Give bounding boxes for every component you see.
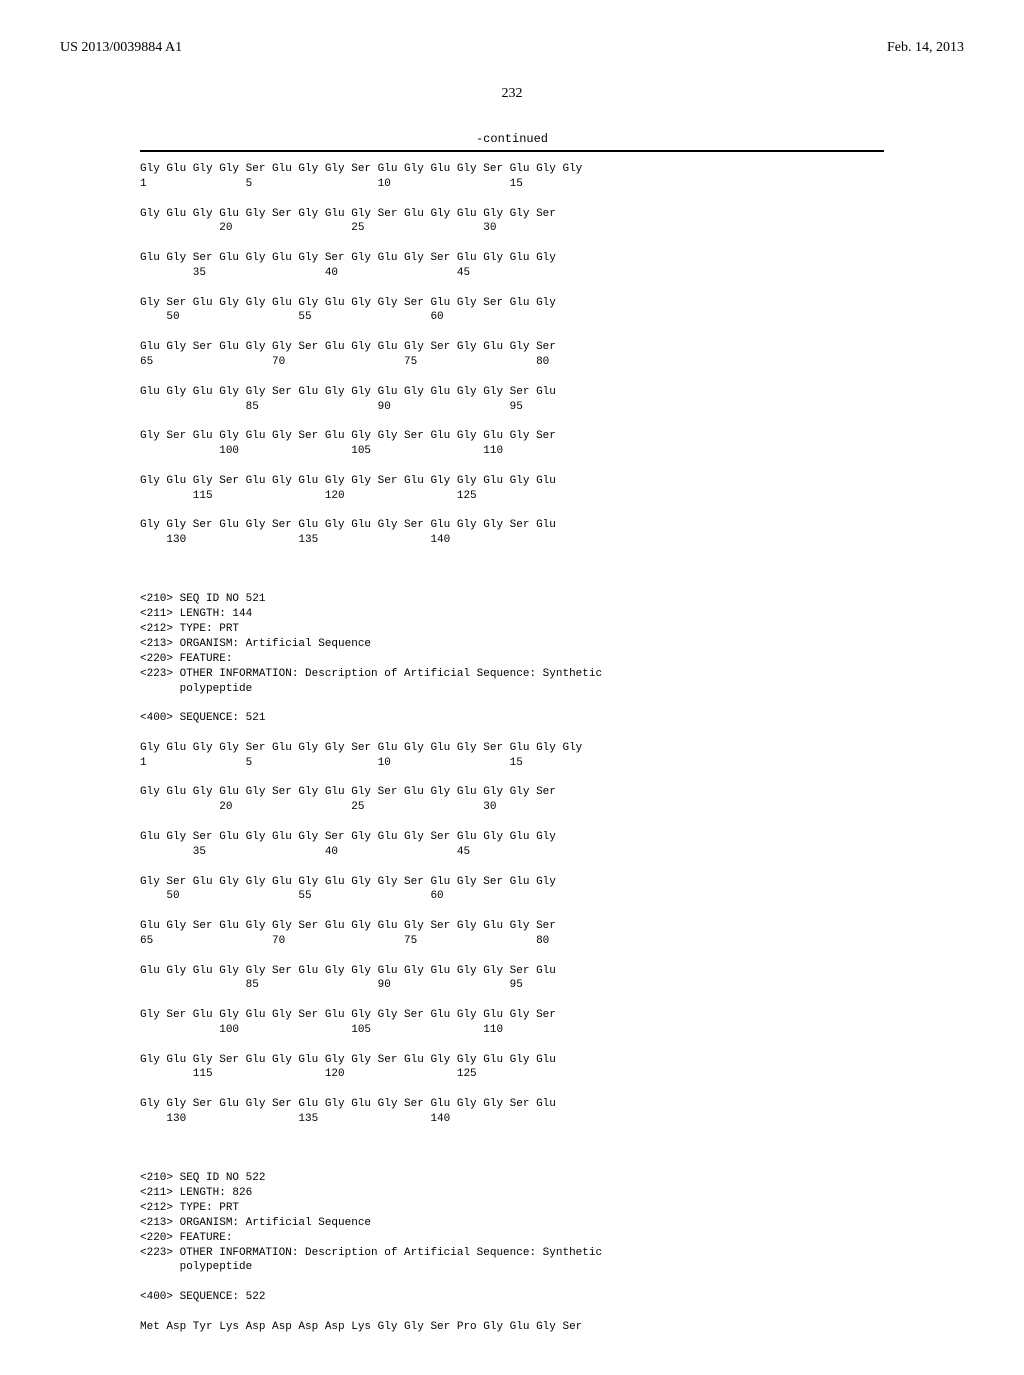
meta-seq-id: <210> SEQ ID NO 522 xyxy=(140,1172,265,1184)
meta-length: <211> LENGTH: 826 xyxy=(140,1187,252,1199)
sequence-block-2: Gly Glu Gly Gly Ser Glu Gly Gly Ser Glu … xyxy=(140,726,884,1142)
meta-organism: <213> ORGANISM: Artificial Sequence xyxy=(140,1217,371,1229)
page-header: US 2013/0039884 A1 Feb. 14, 2013 xyxy=(60,40,964,56)
continued-label: -continued xyxy=(60,132,964,146)
publication-date: Feb. 14, 2013 xyxy=(887,40,964,56)
sequence-meta-1: <210> SEQ ID NO 521 <211> LENGTH: 144 <2… xyxy=(140,563,884,726)
meta-other-info: <223> OTHER INFORMATION: Description of … xyxy=(140,1247,602,1259)
meta-other-info2: polypeptide xyxy=(140,1261,252,1273)
meta-length: <211> LENGTH: 144 xyxy=(140,608,252,620)
meta-type: <212> TYPE: PRT xyxy=(140,1202,239,1214)
sequence-meta-2: <210> SEQ ID NO 522 <211> LENGTH: 826 <2… xyxy=(140,1142,884,1335)
meta-other-info2: polypeptide xyxy=(140,683,252,695)
publication-number: US 2013/0039884 A1 xyxy=(60,40,182,56)
meta-feature: <220> FEATURE: xyxy=(140,1232,232,1244)
meta-sequence-label: <400> SEQUENCE: 522 xyxy=(140,1291,265,1303)
seq3-first-row: Met Asp Tyr Lys Asp Asp Asp Asp Lys Gly … xyxy=(140,1321,582,1333)
meta-organism: <213> ORGANISM: Artificial Sequence xyxy=(140,638,371,650)
meta-other-info: <223> OTHER INFORMATION: Description of … xyxy=(140,668,602,680)
sequence-block-1: Gly Glu Gly Gly Ser Glu Gly Gly Ser Glu … xyxy=(140,162,884,563)
divider xyxy=(140,150,884,152)
meta-type: <212> TYPE: PRT xyxy=(140,623,239,635)
meta-sequence-label: <400> SEQUENCE: 521 xyxy=(140,712,265,724)
page-number: 232 xyxy=(60,86,964,102)
meta-feature: <220> FEATURE: xyxy=(140,653,232,665)
meta-seq-id: <210> SEQ ID NO 521 xyxy=(140,593,265,605)
